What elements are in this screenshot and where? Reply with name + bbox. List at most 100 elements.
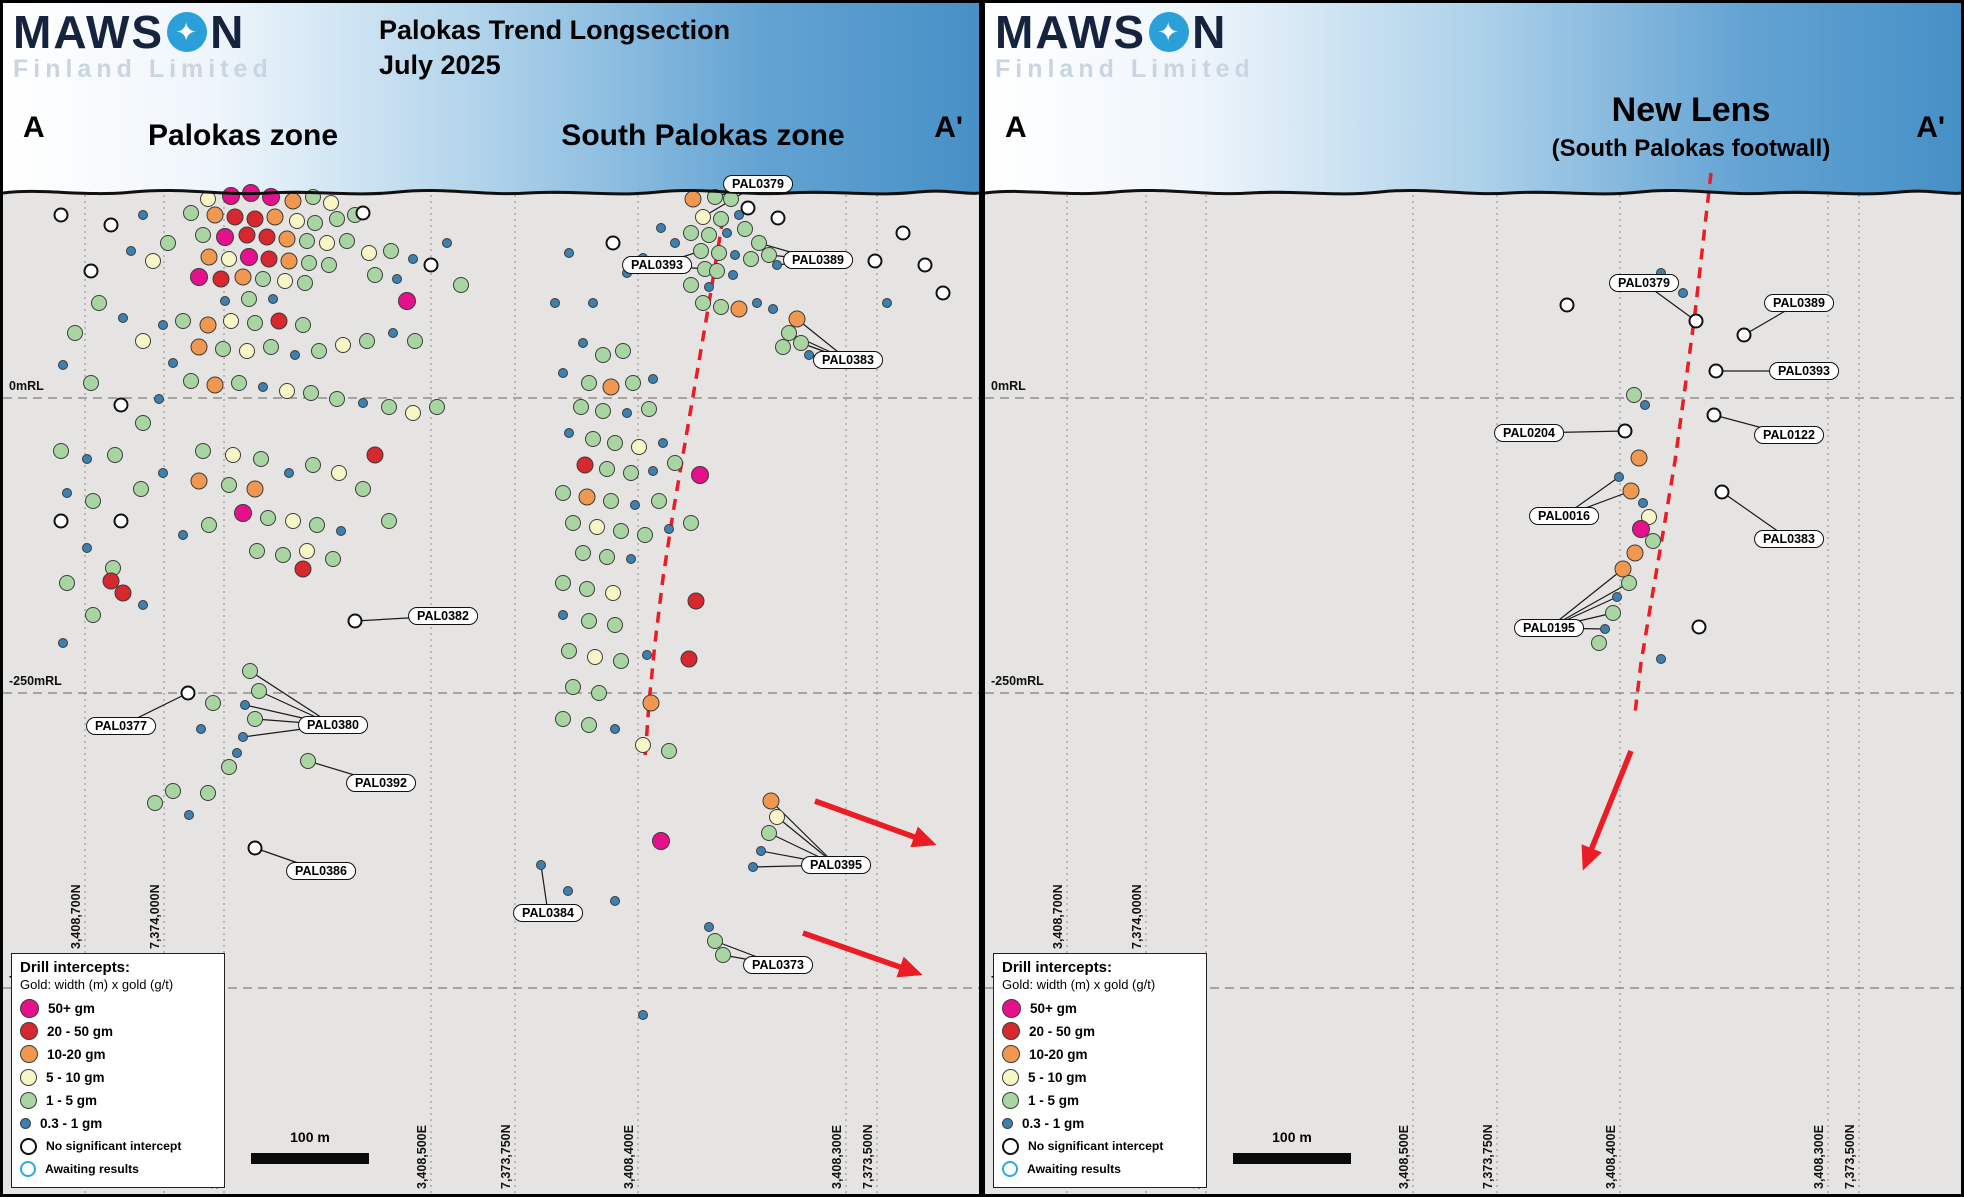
drill-intercept-dot [775, 339, 791, 355]
drillhole-label: PAL0395 [801, 856, 871, 874]
drill-intercept-dot [175, 313, 191, 329]
legend-item: 20 - 50 gm [20, 1020, 216, 1043]
drill-intercept-dot [638, 1010, 648, 1020]
drill-intercept-dot [670, 238, 680, 248]
legend-item: Awaiting results [1002, 1158, 1198, 1181]
drill-intercept-dot [558, 610, 568, 620]
drill-intercept-dot [622, 408, 632, 418]
drill-intercept-dot [241, 291, 257, 307]
no-intercept-circle-icon [1002, 1137, 1019, 1155]
drill-intercept-dot [135, 415, 151, 431]
section-marker-a-prime: A' [1916, 111, 1945, 144]
drill-intercept-dot [536, 860, 546, 870]
drill-intercept-dot [637, 527, 653, 543]
drill-intercept-dot [651, 493, 667, 509]
drill-intercept-dot [383, 243, 399, 259]
legend-item: 50+ gm [20, 997, 216, 1020]
drill-intercept-dot [53, 207, 69, 223]
drill-intercept-dot [630, 500, 640, 510]
figure-title: Palokas Trend Longsection July 2025 [379, 13, 730, 83]
drill-intercept-dot [91, 295, 107, 311]
drill-intercept-dot [299, 543, 315, 559]
drill-intercept-dot [239, 343, 255, 359]
drill-intercept-dot [680, 650, 698, 668]
drill-intercept-dot [761, 825, 777, 841]
drill-intercept-dot [238, 226, 256, 244]
drill-intercept-dot [1691, 619, 1707, 635]
legend-item-label: 0.3 - 1 gm [1022, 1115, 1085, 1131]
drill-intercept-dot [1630, 449, 1648, 467]
intercept-dot-icon [1002, 998, 1021, 1018]
drill-intercept-dot [695, 209, 711, 225]
drill-intercept-dot [268, 294, 278, 304]
plunge-arrow [1581, 749, 1634, 871]
drill-intercept-dot [762, 792, 780, 810]
drill-intercept-dot [695, 295, 711, 311]
drill-intercept-dot [165, 783, 181, 799]
drill-intercept-dot [730, 300, 748, 318]
drill-intercept-dot [147, 795, 163, 811]
drill-intercept-dot [118, 313, 128, 323]
drill-intercept-dot [355, 205, 371, 221]
drill-intercept-dot [366, 446, 384, 464]
drillhole-label: PAL0389 [783, 251, 853, 269]
legend-item-label: Awaiting results [45, 1162, 139, 1177]
legend-title: Drill intercepts: [20, 959, 131, 976]
drill-intercept-dot [589, 519, 605, 535]
drill-intercept-dot [613, 523, 629, 539]
drill-intercept-dot [730, 250, 740, 260]
drill-intercept-dot [581, 717, 597, 733]
drill-intercept-dot [743, 251, 759, 267]
mawson-brand-name: MAWS ✦ N [13, 9, 273, 55]
drill-intercept-dot [266, 208, 284, 226]
longsection-panel-right: 3,408,700N7,374,000N3,408,600E3,408,500E… [985, 3, 1961, 1194]
drill-intercept-dot [748, 862, 758, 872]
drill-intercept-dot [1612, 592, 1622, 602]
drill-intercept-dot [392, 274, 402, 284]
drillhole-label: PAL0373 [743, 956, 813, 974]
drill-intercept-dot [83, 375, 99, 391]
scale-bar-label: 100 m [290, 1129, 330, 1145]
drill-intercept-dot [588, 298, 598, 308]
drill-intercept-dot [648, 374, 658, 384]
drill-intercept-dot [180, 685, 196, 701]
drill-intercept-dot [53, 443, 69, 459]
grid-coordinate-label: 7,374,000N [1130, 884, 1144, 949]
drill-intercept-dot [648, 466, 658, 476]
drill-intercept-dot [1641, 509, 1657, 525]
drill-intercept-dot [358, 398, 368, 408]
drill-intercept-dot [251, 683, 267, 699]
drill-intercept-dot [67, 325, 83, 341]
drill-intercept-dot [1617, 423, 1633, 439]
drill-intercept-dot [561, 643, 577, 659]
drill-intercept-dot [240, 700, 250, 710]
legend-title: Drill intercepts: [1002, 959, 1113, 976]
grid-coordinate-label: 7,373,500N [861, 1124, 875, 1189]
drillhole-label: PAL0380 [298, 716, 368, 734]
drill-intercept-dot [1706, 407, 1722, 423]
drill-intercept-dot [1640, 400, 1650, 410]
drill-intercept-dot [423, 257, 439, 273]
legend-item-label: 5 - 10 gm [46, 1069, 105, 1085]
drill-intercept-dot [82, 543, 92, 553]
grid-coordinate-label: 7,373,500N [1843, 1124, 1857, 1189]
drill-intercept-dot [199, 316, 217, 334]
drill-intercept-dot [221, 477, 237, 493]
drill-intercept-dot [270, 312, 288, 330]
drill-intercept-dot [133, 481, 149, 497]
drill-intercept-dot [605, 235, 621, 251]
legend-item: 1 - 5 gm [1002, 1089, 1198, 1112]
legend-item: No significant intercept [20, 1135, 216, 1158]
drill-intercept-dot [607, 617, 623, 633]
drill-intercept-dot [581, 613, 597, 629]
drill-intercept-dot [102, 572, 120, 590]
legend-box: Drill intercepts: Gold: width (m) x gold … [11, 953, 225, 1188]
globe-star-icon: ✦ [175, 17, 199, 47]
section-marker-a-prime: A' [934, 111, 963, 144]
drill-intercept-dot [290, 350, 300, 360]
legend-subtitle: Gold: width (m) x gold (g/t) [20, 977, 174, 992]
elevation-label: -250mRL [991, 674, 1044, 688]
intercept-dot-icon [20, 1091, 37, 1109]
drill-intercept-dot [215, 341, 231, 357]
drill-intercept-dot [756, 846, 766, 856]
